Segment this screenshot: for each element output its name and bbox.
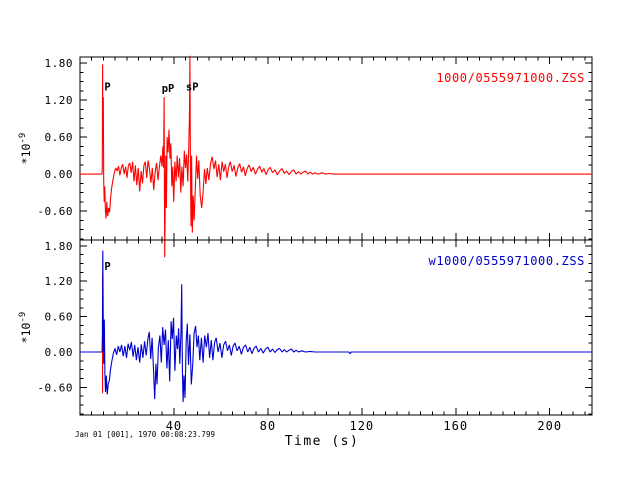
y-tick-label: 1.80 — [45, 240, 74, 253]
start-timestamp: Jan 01 [001], 1970 00:08:23.799 — [75, 430, 215, 439]
y-tick-label: 0.00 — [45, 346, 74, 359]
waveform-panels: 1.80 1.20 0.60 0.00 -0.60 *10-9 P pP sP 1000/0555… — [18, 55, 593, 433]
waveform-trace — [80, 55, 592, 258]
phase-label: P — [104, 261, 110, 273]
x-tick-label: 120 — [349, 419, 374, 433]
y-tick-label: 0.60 — [45, 131, 74, 144]
axis-frame — [79, 239, 593, 416]
y-tick-label: -0.60 — [37, 381, 73, 394]
panel-bottom: 40 80 120 160 200 1.80 1.20 0.60 0.00 -0.60 *10-9 P… — [18, 239, 593, 433]
y-tick-label: 1.20 — [45, 275, 74, 288]
legend-filename: w1000/0555971000.ZSS — [429, 254, 586, 268]
x-tick-label: 200 — [537, 419, 562, 433]
phase-label: pP — [162, 83, 175, 95]
phase-label: sP — [186, 81, 199, 93]
y-tick-label: 1.20 — [45, 94, 74, 107]
x-tick-label: 160 — [443, 419, 468, 433]
y-tick-label: 0.60 — [45, 311, 74, 324]
y-tick-label: 1.80 — [45, 57, 74, 70]
amplitude-axis-title: *10-9 — [18, 312, 33, 344]
amplitude-axis-title: *10-9 — [18, 133, 33, 165]
panel-top: 1.80 1.20 0.60 0.00 -0.60 *10-9 P pP sP 1000/0555… — [18, 55, 593, 258]
legend-filename: 1000/0555971000.ZSS — [436, 71, 585, 85]
y-tick-label: -0.60 — [37, 205, 73, 218]
waveform-trace — [80, 250, 592, 403]
x-tick-label: 80 — [260, 419, 276, 433]
y-tick-label: 0.00 — [45, 168, 74, 181]
time-axis-title: Time (s) — [285, 434, 360, 449]
phase-label: P — [104, 81, 110, 93]
x-tick-label: 40 — [166, 419, 182, 433]
